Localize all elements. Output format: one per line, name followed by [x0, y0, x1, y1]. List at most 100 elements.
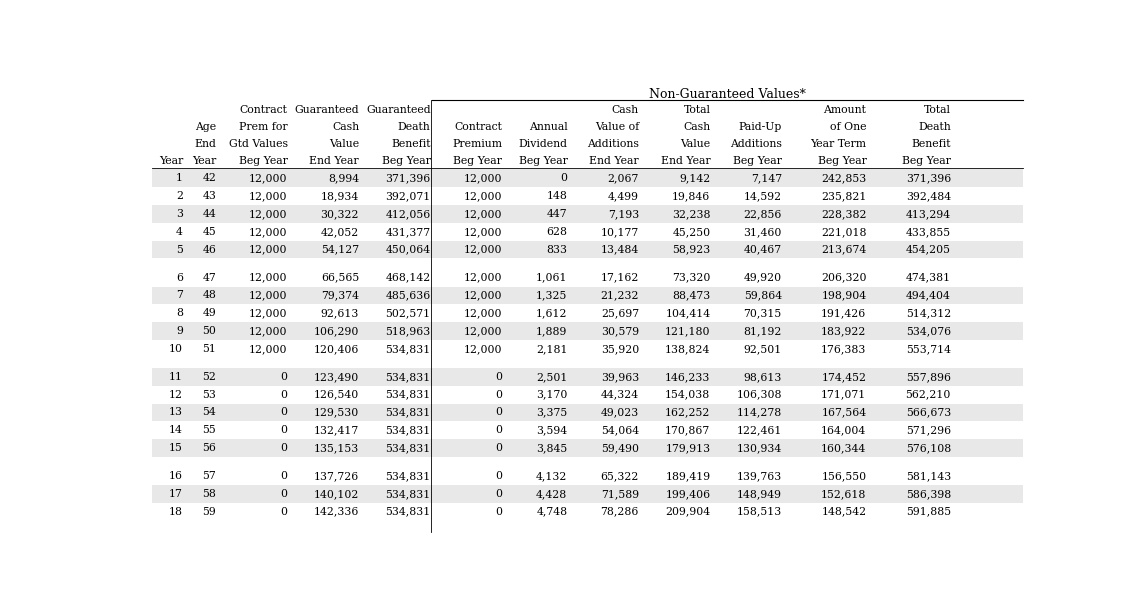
Text: 12,000: 12,000 [249, 227, 288, 237]
Text: 19,846: 19,846 [673, 191, 710, 201]
Text: 534,831: 534,831 [385, 489, 431, 499]
Text: 1: 1 [176, 173, 183, 184]
Text: Dividend: Dividend [518, 139, 568, 149]
Text: End Year: End Year [309, 155, 359, 166]
Text: 129,530: 129,530 [314, 407, 359, 418]
Text: 628: 628 [546, 227, 568, 237]
Text: Paid-Up: Paid-Up [739, 122, 782, 132]
Text: 54: 54 [202, 407, 216, 418]
Text: 534,831: 534,831 [385, 344, 431, 354]
Text: Beg Year: Beg Year [453, 155, 502, 166]
Text: Beg Year: Beg Year [902, 155, 951, 166]
Bar [152, 439, 1023, 457]
Text: 0: 0 [281, 425, 288, 435]
Text: Value: Value [681, 139, 710, 149]
Text: 1,889: 1,889 [536, 326, 568, 336]
Text: 494,404: 494,404 [906, 290, 951, 301]
Text: 4,499: 4,499 [608, 191, 638, 201]
Text: Age: Age [195, 122, 216, 132]
Text: 171,071: 171,071 [821, 389, 867, 400]
Text: 42: 42 [202, 173, 216, 184]
Text: 576,108: 576,108 [906, 443, 951, 453]
Text: 11: 11 [169, 372, 183, 382]
Text: 13: 13 [169, 407, 183, 418]
Text: 114,278: 114,278 [737, 407, 782, 418]
Text: 0: 0 [281, 407, 288, 418]
Text: Premium: Premium [452, 139, 502, 149]
Text: 148,949: 148,949 [737, 489, 782, 499]
Text: 53: 53 [202, 389, 216, 400]
Text: Guaranteed: Guaranteed [295, 106, 359, 115]
Text: 581,143: 581,143 [906, 471, 951, 481]
Text: 12,000: 12,000 [464, 290, 502, 301]
Text: 176,383: 176,383 [821, 344, 867, 354]
Text: 534,831: 534,831 [385, 443, 431, 453]
Text: 138,824: 138,824 [665, 344, 710, 354]
Text: 0: 0 [494, 389, 502, 400]
Text: 12,000: 12,000 [464, 209, 502, 219]
Text: 70,315: 70,315 [743, 308, 782, 318]
Text: 534,831: 534,831 [385, 407, 431, 418]
Text: 15: 15 [169, 443, 183, 453]
Text: 54,064: 54,064 [601, 425, 638, 435]
Text: 148: 148 [547, 191, 568, 201]
Text: 3,375: 3,375 [536, 407, 568, 418]
Text: End Year: End Year [589, 155, 638, 166]
Text: 44: 44 [202, 209, 216, 219]
Text: 92,613: 92,613 [321, 308, 359, 318]
Text: Cash: Cash [683, 122, 710, 132]
Text: 4,132: 4,132 [536, 471, 568, 481]
Text: 189,419: 189,419 [666, 471, 710, 481]
Text: Benefit: Benefit [391, 139, 431, 149]
Text: 49,023: 49,023 [601, 407, 638, 418]
Text: 10,177: 10,177 [601, 227, 638, 237]
Text: 12,000: 12,000 [464, 326, 502, 336]
Text: 534,831: 534,831 [385, 389, 431, 400]
Text: 58: 58 [202, 489, 216, 499]
Text: 170,867: 170,867 [665, 425, 710, 435]
Bar [152, 485, 1023, 503]
Text: 12,000: 12,000 [249, 173, 288, 184]
Text: 12,000: 12,000 [249, 245, 288, 254]
Text: 9: 9 [176, 326, 183, 336]
Text: 48: 48 [202, 290, 216, 301]
Text: 18,934: 18,934 [321, 191, 359, 201]
Bar [152, 322, 1023, 340]
Text: 174,452: 174,452 [821, 372, 867, 382]
Text: 42,052: 42,052 [321, 227, 359, 237]
Text: 56: 56 [202, 443, 216, 453]
Text: 12,000: 12,000 [249, 308, 288, 318]
Text: 235,821: 235,821 [821, 191, 867, 201]
Text: Annual: Annual [529, 122, 568, 132]
Text: 52: 52 [202, 372, 216, 382]
Text: 199,406: 199,406 [666, 489, 710, 499]
Text: 17,162: 17,162 [601, 272, 638, 283]
Text: 12,000: 12,000 [464, 191, 502, 201]
Text: 454,205: 454,205 [906, 245, 951, 254]
Text: 22,856: 22,856 [743, 209, 782, 219]
Text: 51: 51 [202, 344, 216, 354]
Text: 137,726: 137,726 [314, 471, 359, 481]
Text: 13,484: 13,484 [601, 245, 638, 254]
Text: Beg Year: Beg Year [381, 155, 431, 166]
Text: 9,142: 9,142 [679, 173, 710, 184]
Text: 132,417: 132,417 [314, 425, 359, 435]
Text: Year: Year [159, 155, 183, 166]
Text: 158,513: 158,513 [737, 507, 782, 517]
Text: 30,322: 30,322 [321, 209, 359, 219]
Text: 88,473: 88,473 [673, 290, 710, 301]
Text: 2,501: 2,501 [536, 372, 568, 382]
Text: 21,232: 21,232 [601, 290, 638, 301]
Text: 1,325: 1,325 [536, 290, 568, 301]
Text: Year: Year [192, 155, 216, 166]
Text: 534,831: 534,831 [385, 507, 431, 517]
Text: 59,864: 59,864 [743, 290, 782, 301]
Text: 514,312: 514,312 [906, 308, 951, 318]
Text: 4,748: 4,748 [537, 507, 568, 517]
Text: 198,904: 198,904 [821, 290, 867, 301]
Text: Beg Year: Beg Year [818, 155, 867, 166]
Text: Prem for: Prem for [239, 122, 288, 132]
Text: 1,061: 1,061 [536, 272, 568, 283]
Text: 71,589: 71,589 [601, 489, 638, 499]
Bar [152, 368, 1023, 386]
